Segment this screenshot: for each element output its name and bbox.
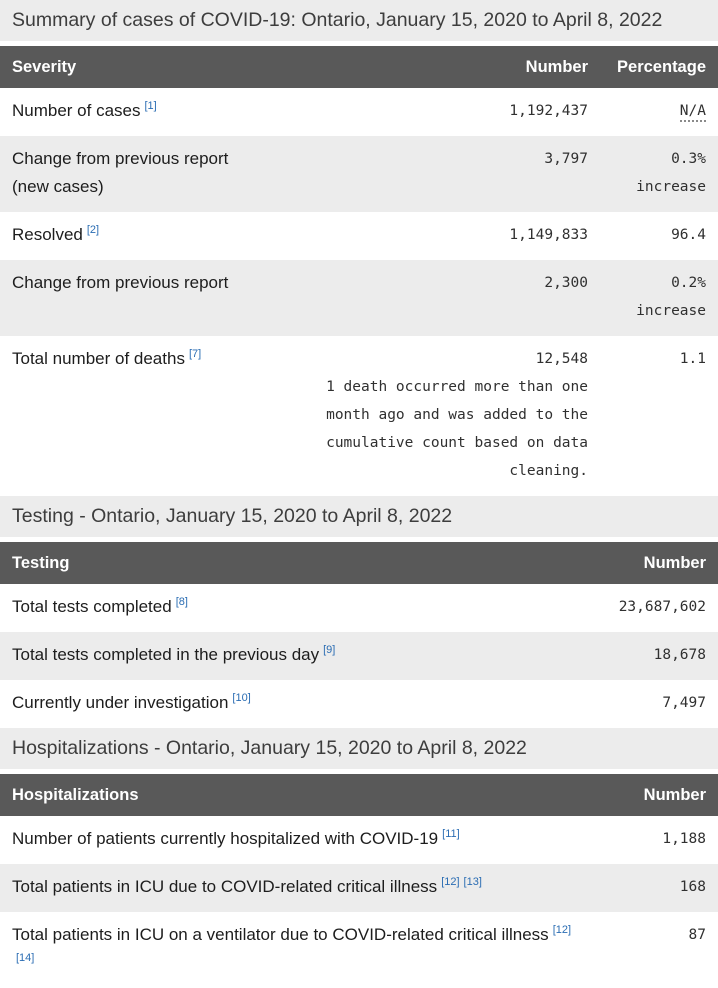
footnote-link[interactable]: [10] [232,692,251,705]
row-label: Currently under investigation [12,693,229,712]
row-label-cell: Change from previous report [0,260,290,336]
row-label-cell: Change from previous report (new cases) [0,136,290,212]
row-label: Change from previous report [12,273,229,292]
row-label: Total tests completed in the previous da… [12,645,320,664]
table-row: Change from previous report 2,300 0.2% i… [0,260,718,336]
row-label-cell: Total tests completed in the previous da… [0,632,588,680]
row-number-cell: 18,678 [653,647,706,663]
row-label-cell: Number of patients currently hospitalize… [0,816,588,864]
table-row: Number of cases [1] 1,192,437 N/A [0,88,718,136]
table-row: Total tests completed in the previous da… [0,632,718,680]
testing-section-title: Testing - Ontario, January 15, 2020 to A… [0,496,718,537]
footnote-link[interactable]: [12] [552,924,572,937]
summary-section-title: Summary of cases of COVID-19: Ontario, J… [0,0,718,41]
column-header-testing: Testing [0,542,588,584]
row-percentage-cell: 96.4 [671,227,706,243]
row-label: Number of cases [12,101,141,120]
percentage-qualifier: increase [636,179,706,195]
row-percentage-cell: 0.2% increase [600,260,718,336]
deaths-data-cleaning-note: 1 death occurred more than one month ago… [326,379,588,479]
row-label: Total patients in ICU on a ventilator du… [12,925,549,944]
table-row: Total tests completed [8] 23,687,602 [0,584,718,632]
footnote-link[interactable]: [14] [16,952,35,965]
footnote-link[interactable]: [8] [175,596,188,609]
row-number-cell: 87 [688,927,706,943]
row-number-cell: 1,192,437 [509,103,588,119]
percentage-value: 0.2% [671,275,706,291]
severity-table-header-row: Severity Number Percentage [0,46,718,88]
severity-table: Severity Number Percentage Number of cas… [0,46,718,496]
table-row: Change from previous report (new cases) … [0,136,718,212]
footnote-link[interactable]: [12] [441,876,460,889]
row-label: Resolved [12,225,83,244]
row-number-cell: 23,687,602 [618,599,706,615]
row-number-value: 12,548 [535,351,588,367]
row-number-cell: 1,149,833 [509,227,588,243]
table-row: Resolved [2] 1,149,833 96.4 [0,212,718,260]
row-percentage-cell: 0.3% increase [600,136,718,212]
row-label-cell: Total patients in ICU due to COVID-relat… [0,864,588,912]
row-label: Total number of deaths [12,349,185,368]
row-label: Change from previous report [12,149,229,168]
hospitalizations-table: Hospitalizations Number Number of patien… [0,774,718,988]
footnote-link[interactable]: [9] [323,644,336,657]
column-header-number: Number [588,542,718,584]
hospitalizations-table-header-row: Hospitalizations Number [0,774,718,816]
table-row: Total patients in ICU on a ventilator du… [0,912,718,988]
row-label: Total patients in ICU due to COVID-relat… [12,877,438,896]
row-label-cell: Currently under investigation [10] [0,680,588,728]
percentage-qualifier: increase [636,303,706,319]
row-label-cell: Total tests completed [8] [0,584,588,632]
row-percentage-cell: N/A [600,88,718,136]
table-row: Number of patients currently hospitalize… [0,816,718,864]
row-number-cell: 12,548 1 death occurred more than one mo… [290,336,600,496]
footnote-link[interactable]: [1] [144,100,157,113]
row-number-cell: 1,188 [662,831,706,847]
table-row: Total patients in ICU due to COVID-relat… [0,864,718,912]
row-label-line2: (new cases) [12,177,104,196]
row-label-cell: Total patients in ICU on a ventilator du… [0,912,588,988]
row-label-cell: Resolved [2] [0,212,290,260]
column-header-hospitalizations: Hospitalizations [0,774,588,816]
table-row: Currently under investigation [10] 7,497 [0,680,718,728]
row-percentage-cell: 1.1 [679,351,706,367]
column-header-number: Number [588,774,718,816]
footnote-link[interactable]: [7] [188,348,202,361]
row-label-cell: Number of cases [1] [0,88,290,136]
column-header-severity: Severity [0,46,290,88]
row-number-cell: 2,300 [544,275,588,291]
column-header-number: Number [290,46,600,88]
testing-table: Testing Number Total tests completed [8] … [0,542,718,728]
row-number-cell: 168 [679,879,706,895]
footnote-link[interactable]: [11] [442,828,460,841]
row-label: Total tests completed [12,597,172,616]
testing-table-header-row: Testing Number [0,542,718,584]
column-header-percentage: Percentage [600,46,718,88]
row-label-cell: Total number of deaths [7] [0,336,290,496]
table-row: Total number of deaths [7] 12,548 1 death… [0,336,718,496]
hospitalizations-section-title: Hospitalizations - Ontario, January 15, … [0,728,718,769]
footnote-link[interactable]: [13] [463,876,482,889]
row-number-cell: 3,797 [544,151,588,167]
na-abbreviation: N/A [679,103,706,122]
row-label: Number of patients currently hospitalize… [12,829,439,848]
percentage-value: 0.3% [671,151,706,167]
footnote-link[interactable]: [2] [86,224,100,237]
row-number-cell: 7,497 [662,695,706,711]
